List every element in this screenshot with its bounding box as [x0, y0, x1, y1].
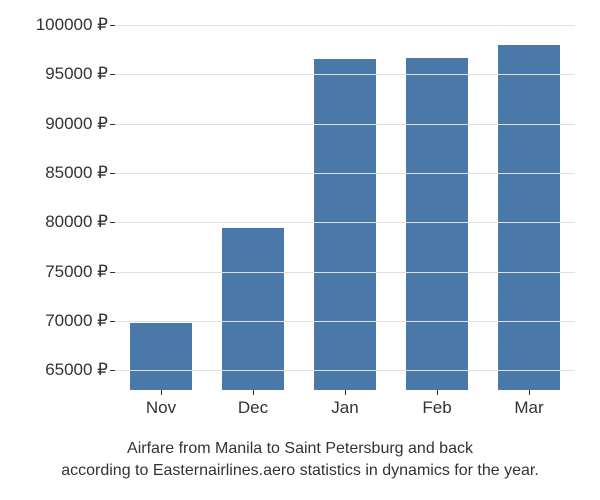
bar-nov: [130, 323, 193, 390]
grid-line: [115, 321, 575, 322]
x-tick-mark: [253, 390, 254, 395]
x-tick-mark: [529, 390, 530, 395]
y-tick-mark: [110, 321, 115, 322]
grid-line: [115, 124, 575, 125]
x-axis-label: Dec: [238, 398, 268, 418]
y-tick-mark: [110, 25, 115, 26]
y-axis-label: 85000 ₽: [8, 163, 108, 183]
y-axis-label: 70000 ₽: [8, 311, 108, 331]
bar-feb: [406, 58, 469, 391]
y-axis-label: 75000 ₽: [8, 262, 108, 282]
chart-caption-line2: according to Easternairlines.aero statis…: [0, 460, 600, 482]
x-tick-mark: [161, 390, 162, 395]
x-axis-label: Nov: [146, 398, 176, 418]
x-axis-label: Mar: [514, 398, 543, 418]
y-axis-label: 95000 ₽: [8, 64, 108, 84]
bars-group: [115, 20, 575, 390]
x-axis-label: Feb: [422, 398, 451, 418]
bar-jan: [314, 59, 377, 390]
y-tick-mark: [110, 370, 115, 371]
chart-caption-line1: Airfare from Manila to Saint Petersburg …: [0, 438, 600, 460]
y-axis-label: 80000 ₽: [8, 212, 108, 232]
x-tick-mark: [345, 390, 346, 395]
grid-line: [115, 222, 575, 223]
y-tick-mark: [110, 272, 115, 273]
airfare-bar-chart: 65000 ₽ 70000 ₽ 75000 ₽ 80000 ₽ 85000 ₽ 90000…: [0, 0, 600, 500]
plot-area: [115, 20, 575, 390]
y-tick-mark: [110, 222, 115, 223]
y-axis-label: 90000 ₽: [8, 114, 108, 134]
y-tick-mark: [110, 124, 115, 125]
y-tick-mark: [110, 74, 115, 75]
grid-line: [115, 272, 575, 273]
x-axis-label: Jan: [331, 398, 358, 418]
bar-mar: [498, 45, 561, 390]
grid-line: [115, 74, 575, 75]
grid-line: [115, 25, 575, 26]
x-tick-mark: [437, 390, 438, 395]
y-axis-label: 65000 ₽: [8, 360, 108, 380]
grid-line: [115, 173, 575, 174]
grid-line: [115, 370, 575, 371]
bar-dec: [222, 228, 285, 390]
y-tick-mark: [110, 173, 115, 174]
y-axis-label: 100000 ₽: [8, 15, 108, 35]
